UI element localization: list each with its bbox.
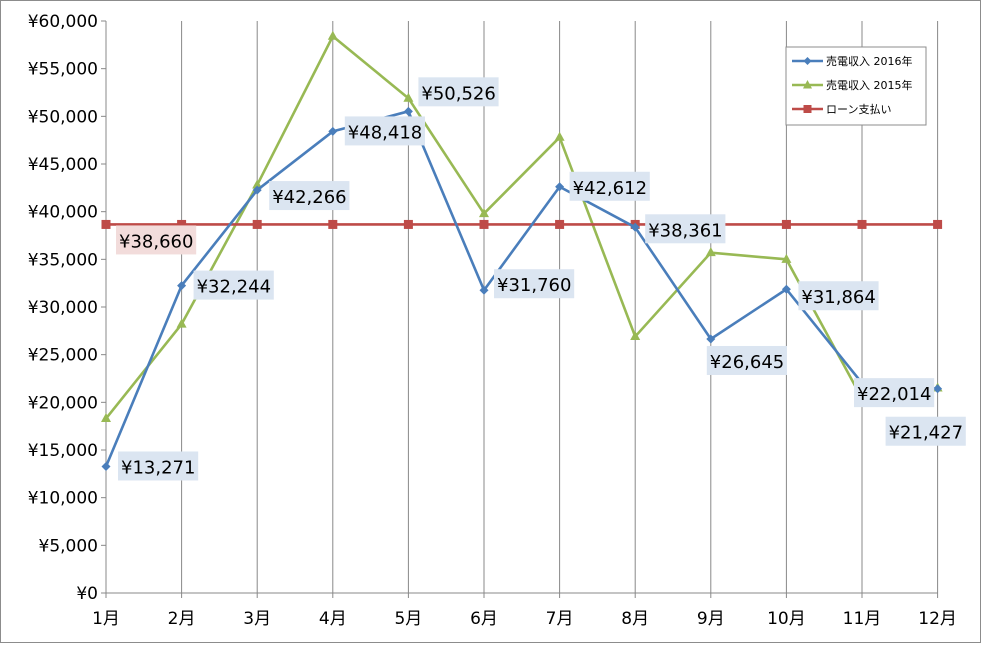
data-label-2016: ¥48,418	[348, 122, 422, 143]
data-label-2016: ¥42,266	[272, 187, 346, 208]
data-label-2016: ¥26,645	[710, 352, 784, 373]
point-2016	[328, 126, 338, 136]
data-label-bg-2016	[344, 116, 425, 146]
point-2016	[933, 384, 943, 394]
point-2015	[479, 208, 489, 218]
point-loan	[555, 219, 565, 229]
legend-label-2016: 売電収入 2016年	[826, 54, 913, 68]
y-tick-label: ¥20,000	[28, 393, 98, 413]
point-2015	[327, 30, 338, 40]
data-label-bg-2016	[854, 378, 935, 408]
data-label-2016: ¥22,014	[857, 384, 931, 405]
data-label-2016: ¥31,864	[801, 287, 875, 308]
x-tick-label: 2月	[168, 609, 196, 629]
data-label-2016: ¥32,244	[197, 277, 271, 298]
data-label-2016: ¥13,271	[121, 457, 195, 478]
data-label-bg-2016	[269, 181, 350, 211]
data-label-bg-loan	[116, 225, 197, 255]
x-tick-label: 6月	[470, 609, 498, 629]
point-2016	[479, 285, 489, 295]
x-tick-label: 5月	[394, 609, 422, 629]
y-tick-label: ¥35,000	[28, 250, 98, 270]
legend-marker-2016	[803, 57, 812, 65]
legend: 売電収入 2016年 売電収入 2015年 ローン支払い	[785, 46, 927, 126]
y-tick-label: ¥45,000	[28, 155, 98, 175]
legend-label-2015: 売電収入 2015年	[826, 78, 913, 92]
legend-marker-loan	[803, 105, 812, 113]
grid-lines	[181, 21, 939, 593]
data-label-bg-2016	[118, 451, 199, 481]
y-tick-label: ¥25,000	[28, 346, 98, 366]
y-tick-label: ¥60,000	[28, 12, 98, 32]
y-tick-label: ¥10,000	[28, 489, 98, 509]
y-tick-label: ¥30,000	[28, 298, 98, 318]
point-loan	[252, 219, 262, 229]
point-2016	[177, 281, 187, 291]
y-tick-label: ¥50,000	[28, 107, 98, 127]
data-label-2016: ¥31,760	[497, 275, 571, 296]
data-label-bg-2016	[645, 214, 726, 244]
point-2015	[176, 318, 187, 328]
data-label-2016: ¥38,361	[648, 220, 722, 241]
x-tick-label: 7月	[546, 609, 574, 629]
point-loan	[101, 219, 111, 229]
x-tick-label: 4月	[319, 609, 347, 629]
data-label-loan: ¥38,660	[119, 231, 193, 252]
data-label-bg-2016	[706, 345, 787, 375]
point-2015	[781, 253, 792, 263]
point-loan	[177, 219, 187, 229]
point-2016	[252, 185, 262, 195]
point-2016	[555, 182, 565, 192]
point-2016	[781, 284, 791, 294]
y-tick-label: ¥55,000	[28, 60, 98, 80]
point-2015	[252, 179, 263, 189]
data-label-2016: ¥21,427	[889, 423, 963, 444]
legend-marker-2015	[803, 80, 812, 89]
x-tick-label: 12月	[918, 609, 957, 629]
legend-entry-2015: 売電収入 2015年	[792, 78, 913, 92]
data-label-bg-2016	[418, 77, 499, 107]
point-2015	[554, 131, 565, 141]
data-label-bg-2016	[193, 270, 274, 300]
point-2015	[101, 413, 111, 423]
point-loan	[403, 219, 413, 229]
point-2015	[403, 92, 414, 102]
data-label-bg-2016	[569, 171, 650, 201]
y-tick-label: ¥5,000	[39, 536, 98, 556]
x-tick-label: 9月	[697, 609, 725, 629]
x-axis-ticks: 1月 2月 3月 4月 5月 6月 7月 8月 9月 10月 11月 12月	[92, 593, 957, 629]
y-axis-ticks: ¥0 ¥5,000 ¥10,000 ¥15,000 ¥20,000 ¥25,000 ¥30,…	[28, 12, 106, 604]
data-label-2016: ¥50,526	[421, 83, 495, 104]
x-tick-label: 1月	[92, 609, 120, 629]
y-tick-label: ¥40,000	[28, 203, 98, 223]
point-loan	[933, 219, 943, 229]
point-loan	[479, 219, 489, 229]
legend-entry-2016: 売電収入 2016年	[792, 54, 913, 68]
point-2016	[630, 222, 640, 232]
legend-label-loan: ローン支払い	[826, 102, 891, 116]
point-2016	[706, 334, 716, 344]
point-loan	[328, 219, 338, 229]
x-tick-label: 8月	[621, 609, 649, 629]
x-tick-label: 11月	[843, 609, 882, 629]
data-label-bg-2016	[798, 281, 879, 311]
x-tick-label: 3月	[243, 609, 271, 629]
data-labels: ¥13,271 ¥32,244 ¥42,266 ¥48,418 ¥50,526 ¥31,7…	[116, 77, 966, 481]
data-label-2016: ¥42,612	[573, 178, 647, 199]
y-tick-label: ¥0	[76, 584, 98, 604]
point-2015	[705, 247, 716, 257]
data-label-bg-2016	[494, 269, 575, 299]
point-2015	[630, 331, 641, 341]
point-2016	[101, 461, 111, 471]
x-tick-label: 10月	[767, 609, 806, 629]
legend-entry-loan: ローン支払い	[792, 102, 891, 116]
y-tick-label: ¥15,000	[28, 441, 98, 461]
point-loan	[781, 219, 791, 229]
data-label-bg-2016	[885, 416, 966, 446]
point-loan	[857, 219, 867, 229]
point-2016	[403, 106, 413, 116]
